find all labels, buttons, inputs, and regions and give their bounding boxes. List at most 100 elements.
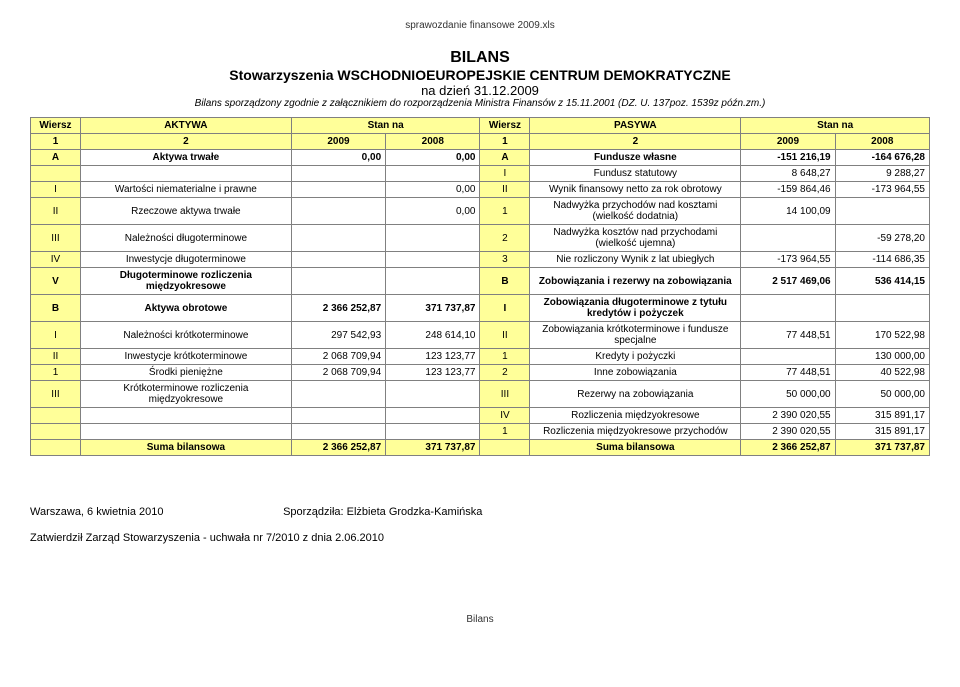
header-title: BILANS	[30, 49, 930, 67]
row-2008-left: 0,00	[386, 182, 480, 198]
file-name-label: sprawozdanie finansowe 2009.xls	[30, 20, 930, 31]
row-2008-right: -173 964,55	[835, 182, 929, 198]
row-2008-right: 170 522,98	[835, 322, 929, 349]
row-name-right: Nadwyżka przychodów nad kosztami (wielko…	[530, 198, 741, 225]
sub-l2008: 2008	[386, 134, 480, 150]
sum-cell	[480, 440, 530, 456]
sub-r2009: 2009	[741, 134, 835, 150]
table-subheader-row: 1 2 2009 2008 1 2 2009 2008	[31, 134, 930, 150]
sum-cell: Suma bilansowa	[80, 440, 291, 456]
row-idx-right: III	[480, 381, 530, 408]
row-2009-right	[741, 225, 835, 252]
row-name-left: Środki pieniężne	[80, 365, 291, 381]
row-idx-left	[31, 424, 81, 440]
sum-cell: 371 737,87	[386, 440, 480, 456]
row-name-left	[80, 424, 291, 440]
row-name-left: Krótkoterminowe rozliczenia międzyokreso…	[80, 381, 291, 408]
row-idx-right: I	[480, 166, 530, 182]
row-2009-right: 50 000,00	[741, 381, 835, 408]
row-2008-left	[386, 252, 480, 268]
row-2008-left: 123 123,77	[386, 365, 480, 381]
col-pasywa: PASYWA	[530, 118, 741, 134]
row-name-right: Fundusz statutowy	[530, 166, 741, 182]
row-2009-right: 14 100,09	[741, 198, 835, 225]
document-header: BILANS Stowarzyszenia WSCHODNIOEUROPEJSK…	[30, 49, 930, 109]
row-idx-left: I	[31, 182, 81, 198]
row-2008-left	[386, 166, 480, 182]
row-2008-left: 0,00	[386, 150, 480, 166]
sub-l2009: 2009	[291, 134, 385, 150]
sub-r2: 2	[530, 134, 741, 150]
row-idx-right: B	[480, 268, 530, 295]
row-2008-right: 315 891,17	[835, 424, 929, 440]
table-row: IIINależności długoterminowe2Nadwyżka ko…	[31, 225, 930, 252]
row-2008-left	[386, 424, 480, 440]
row-2009-right	[741, 349, 835, 365]
table-row: AAktywa trwałe0,000,00AFundusze własne-1…	[31, 150, 930, 166]
sub-l1: 1	[31, 134, 81, 150]
row-2008-right: -164 676,28	[835, 150, 929, 166]
row-2009-left	[291, 408, 385, 424]
sum-cell: Suma bilansowa	[530, 440, 741, 456]
row-idx-left: V	[31, 268, 81, 295]
sum-cell	[31, 440, 81, 456]
row-2009-left	[291, 381, 385, 408]
row-2009-left	[291, 252, 385, 268]
row-name-left: Inwestycje krótkoterminowe	[80, 349, 291, 365]
row-name-left: Wartości niematerialne i prawne	[80, 182, 291, 198]
row-2009-right: 2 517 469,06	[741, 268, 835, 295]
row-name-left: Należności krótkoterminowe	[80, 322, 291, 349]
row-name-right: Rozliczenia międzyokresowe	[530, 408, 741, 424]
col-wiersz-l: Wiersz	[31, 118, 81, 134]
row-idx-left: I	[31, 322, 81, 349]
row-name-left: Rzeczowe aktywa trwałe	[80, 198, 291, 225]
row-name-right: Rozliczenia międzyokresowe przychodów	[530, 424, 741, 440]
row-idx-left: B	[31, 295, 81, 322]
row-name-left: Aktywa trwałe	[80, 150, 291, 166]
sum-cell: 2 366 252,87	[291, 440, 385, 456]
row-2009-left	[291, 268, 385, 295]
sum-cell: 371 737,87	[835, 440, 929, 456]
row-2008-right: 50 000,00	[835, 381, 929, 408]
row-2008-left	[386, 225, 480, 252]
row-2009-left	[291, 424, 385, 440]
table-row: BAktywa obrotowe2 366 252,87371 737,87IZ…	[31, 295, 930, 322]
row-2009-right: -173 964,55	[741, 252, 835, 268]
sub-r1: 1	[480, 134, 530, 150]
table-row: III Krótkoterminowe rozliczenia międzyokr…	[31, 381, 930, 408]
row-2008-left: 123 123,77	[386, 349, 480, 365]
row-idx-right: 1	[480, 198, 530, 225]
table-row: IIInwestycje krótkoterminowe2 068 709,94…	[31, 349, 930, 365]
footer-prepared-by: Sporządziła: Elżbieta Grodzka-Kamińska	[283, 506, 482, 518]
row-name-right: Zobowiązania krótkoterminowe i fundusze …	[530, 322, 741, 349]
row-2009-right	[741, 295, 835, 322]
row-idx-right: 1	[480, 424, 530, 440]
page-footer-label: Bilans	[30, 614, 930, 625]
row-2008-left: 248 614,10	[386, 322, 480, 349]
row-2008-right: -59 278,20	[835, 225, 929, 252]
row-idx-left: IV	[31, 252, 81, 268]
row-name-left	[80, 166, 291, 182]
row-2008-right: 40 522,98	[835, 365, 929, 381]
row-idx-left: II	[31, 349, 81, 365]
row-idx-left: A	[31, 150, 81, 166]
row-idx-right: 2	[480, 225, 530, 252]
row-2009-left	[291, 166, 385, 182]
col-stan-r: Stan na	[741, 118, 930, 134]
header-org: Stowarzyszenia WSCHODNIOEUROPEJSKIE CENT…	[30, 67, 930, 83]
row-idx-left	[31, 408, 81, 424]
header-note: Bilans sporządzony zgodnie z załącznikie…	[30, 98, 930, 109]
row-2009-right: -159 864,46	[741, 182, 835, 198]
row-name-right: Nie rozliczony Wynik z lat ubiegłych	[530, 252, 741, 268]
row-2008-left	[386, 268, 480, 295]
table-row: VDługoterminowe rozliczenia międzyokreso…	[31, 268, 930, 295]
balance-table: Wiersz AKTYWA Stan na Wiersz PASYWA Stan…	[30, 117, 930, 456]
row-idx-right: A	[480, 150, 530, 166]
table-row: IFundusz statutowy8 648,279 288,27	[31, 166, 930, 182]
row-2009-left: 2 366 252,87	[291, 295, 385, 322]
row-idx-left: III	[31, 225, 81, 252]
row-name-left: Należności długoterminowe	[80, 225, 291, 252]
table-row: 1Rozliczenia międzyokresowe przychodów2 …	[31, 424, 930, 440]
row-idx-left: II	[31, 198, 81, 225]
sub-r2008: 2008	[835, 134, 929, 150]
